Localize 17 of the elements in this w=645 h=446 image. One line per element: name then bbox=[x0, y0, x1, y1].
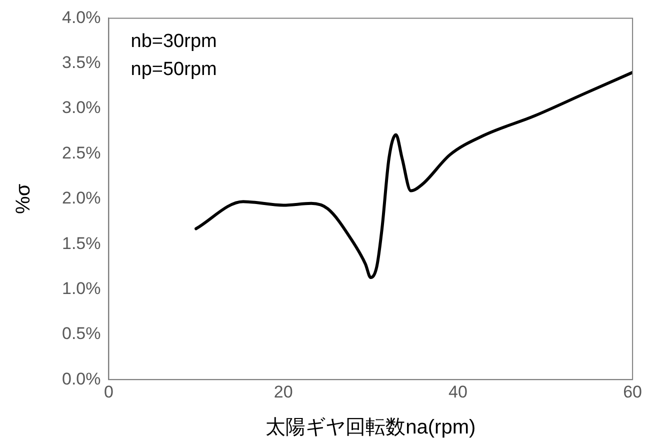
y-tick-label: 2.5% bbox=[62, 143, 101, 162]
x-tick-label: 40 bbox=[448, 382, 468, 402]
y-tick-label: 1.0% bbox=[62, 278, 101, 298]
y-tick-label: 0.0% bbox=[62, 369, 101, 388]
y-tick-label: 3.5% bbox=[62, 53, 101, 72]
x-axis-title: 太陽ギヤ回転数na(rpm) bbox=[266, 416, 476, 439]
x-tick-label: 60 bbox=[623, 382, 642, 402]
y-tick-label: 3.0% bbox=[62, 98, 101, 118]
y-tick-label: 0.5% bbox=[62, 324, 101, 344]
y-tick-label: 1.5% bbox=[62, 234, 101, 253]
x-tick-label: 0 bbox=[104, 382, 114, 402]
y-tick-label: 4.0% bbox=[62, 8, 101, 27]
y-tick-label: 2.0% bbox=[62, 188, 101, 208]
annotation: np=50rpm bbox=[130, 58, 217, 80]
annotation: nb=30rpm bbox=[130, 30, 217, 52]
y-axis-title: %σ bbox=[12, 183, 35, 214]
x-tick-label: 20 bbox=[274, 382, 293, 402]
